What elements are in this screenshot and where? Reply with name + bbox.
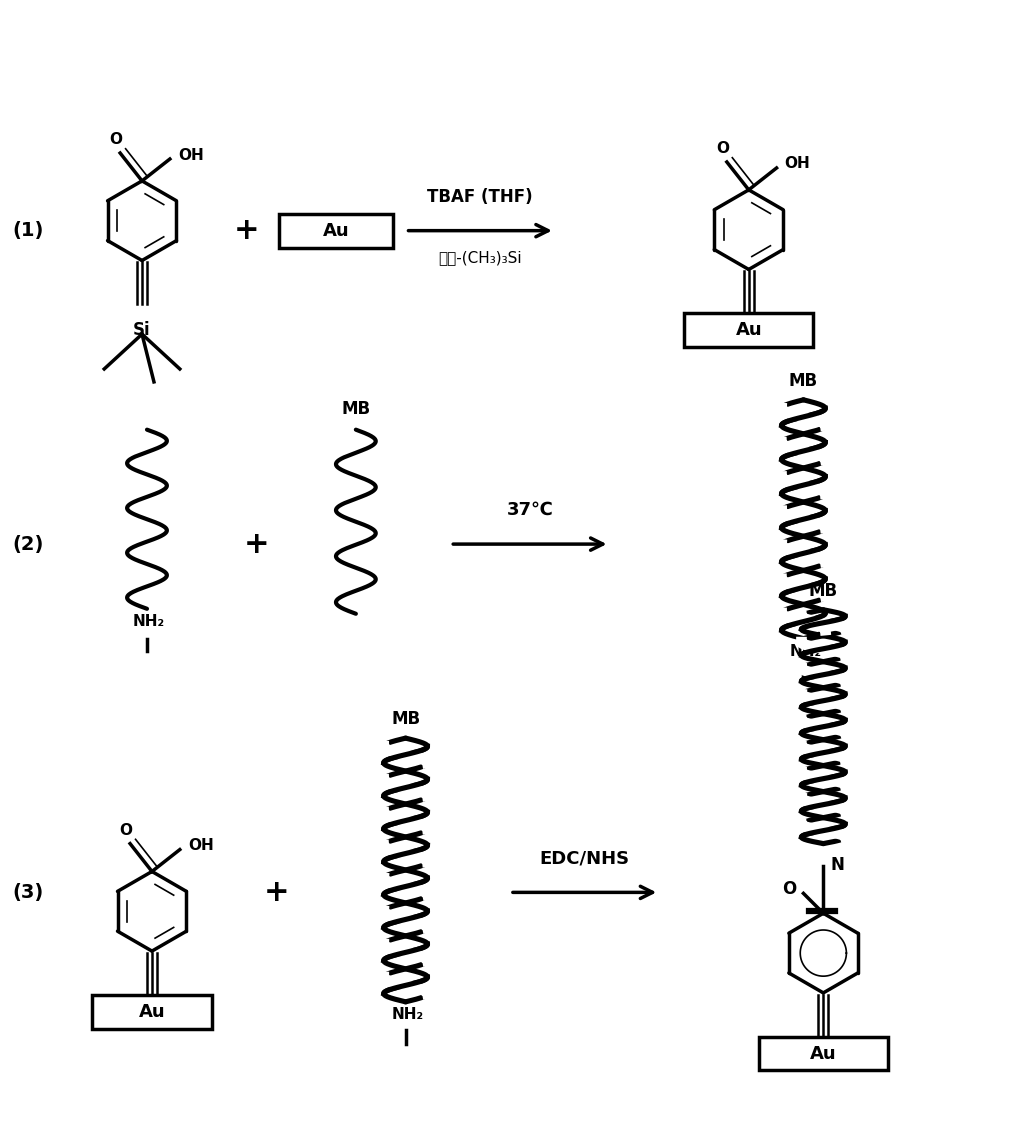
Text: NH₂: NH₂ — [790, 644, 821, 658]
Text: NH₂: NH₂ — [392, 1007, 424, 1022]
Text: 脆去-(CH₃)₃Si: 脆去-(CH₃)₃Si — [438, 251, 522, 265]
Bar — [93, 995, 212, 1029]
Text: MB: MB — [809, 581, 838, 599]
Text: Si: Si — [134, 322, 151, 339]
Text: O: O — [782, 881, 797, 899]
Text: (3): (3) — [12, 883, 43, 902]
Text: Au: Au — [735, 321, 762, 339]
Text: EDC/NHS: EDC/NHS — [540, 849, 630, 867]
Text: Au: Au — [139, 1003, 166, 1021]
Text: N: N — [831, 856, 844, 874]
Text: MB: MB — [788, 371, 818, 390]
Bar — [279, 213, 393, 247]
Bar — [684, 313, 813, 347]
Text: (1): (1) — [12, 221, 43, 240]
Text: O: O — [110, 132, 122, 147]
Text: +: + — [263, 878, 289, 907]
Text: O: O — [119, 823, 133, 838]
Text: O: O — [717, 141, 729, 156]
Text: Au: Au — [323, 221, 350, 239]
Text: TBAF (THF): TBAF (THF) — [428, 187, 533, 205]
Text: MB: MB — [391, 710, 420, 728]
Text: +: + — [244, 530, 269, 559]
Text: (2): (2) — [12, 535, 43, 553]
Text: 37℃: 37℃ — [507, 501, 553, 519]
Text: Au: Au — [810, 1044, 837, 1062]
Text: MB: MB — [341, 400, 370, 418]
Text: +: + — [233, 216, 259, 245]
Text: OH: OH — [178, 148, 204, 163]
Bar — [759, 1036, 888, 1070]
Text: NH₂: NH₂ — [133, 614, 166, 629]
Text: OH: OH — [784, 157, 810, 172]
Text: OH: OH — [188, 838, 214, 854]
